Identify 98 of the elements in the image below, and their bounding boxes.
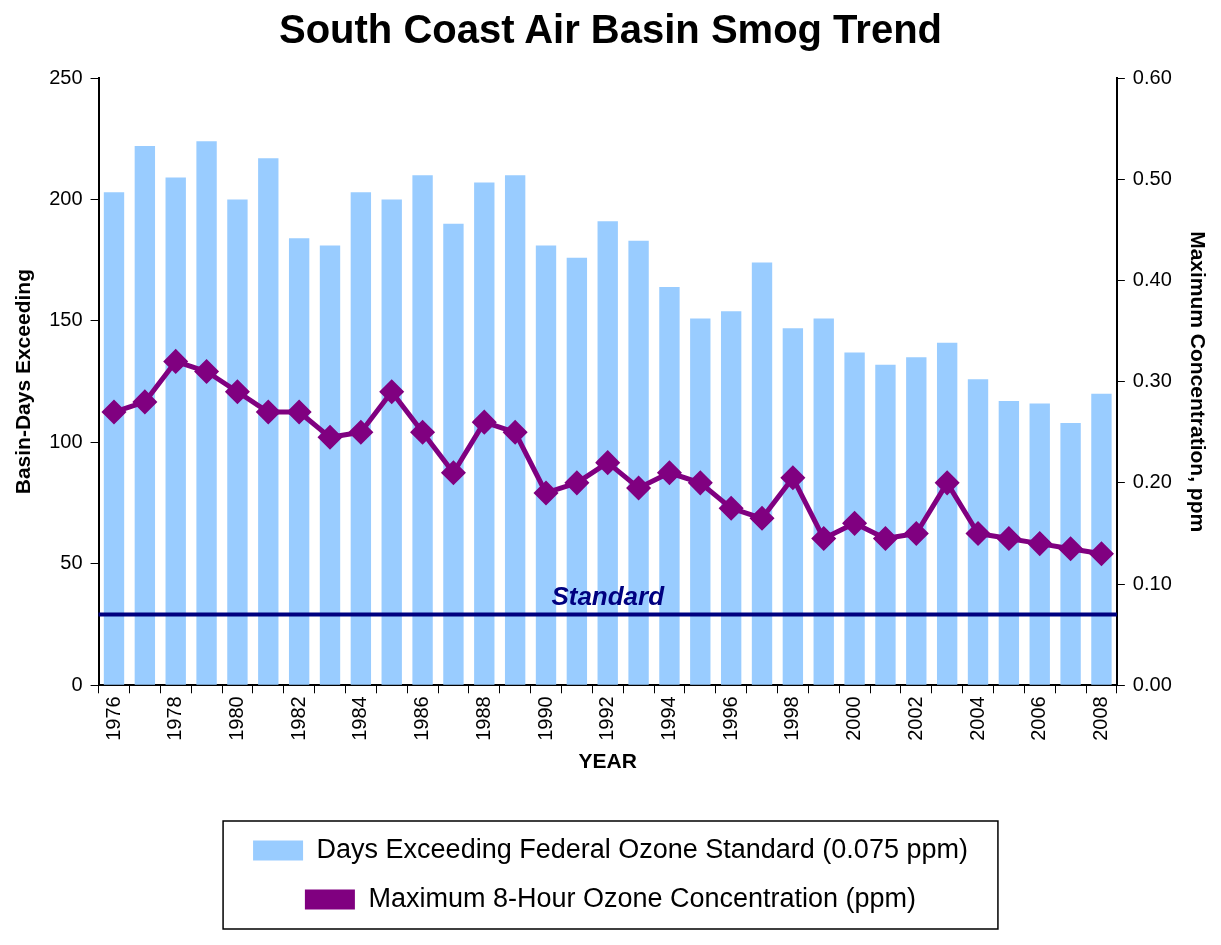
- point: [1028, 532, 1052, 556]
- x-tick-label: 1998: [780, 696, 803, 741]
- y2-tick-label: 0.30: [1132, 369, 1172, 392]
- x-axis-title: YEAR: [578, 749, 637, 773]
- bar: [1091, 393, 1112, 685]
- point: [873, 527, 897, 551]
- point: [472, 410, 496, 434]
- bar: [504, 175, 526, 685]
- point: [349, 420, 373, 444]
- x-tick-label: 1978: [163, 696, 186, 741]
- bar: [381, 199, 402, 685]
- point: [719, 496, 743, 520]
- x-tick-label: 1992: [595, 696, 618, 741]
- y2-tick-label: 0.00: [1132, 672, 1172, 695]
- x-tick-label: 1986: [410, 696, 433, 741]
- point: [781, 466, 805, 490]
- bar: [165, 177, 186, 685]
- y-tick-label: 100: [49, 429, 83, 452]
- bar: [967, 379, 989, 685]
- x-tick-label: 2008: [1088, 696, 1111, 741]
- y2-axis-title: Maximum Concentration, ppm: [1186, 231, 1210, 533]
- point: [935, 471, 959, 495]
- x-tick-label: 1976: [101, 696, 124, 741]
- point: [287, 400, 311, 424]
- x-tick-label: 1988: [471, 696, 494, 741]
- bar: [474, 182, 495, 685]
- point: [534, 481, 558, 505]
- y2-tick-label: 0.20: [1132, 470, 1172, 493]
- x-tick-label: 1984: [348, 696, 371, 741]
- point: [225, 380, 249, 404]
- point: [1089, 542, 1113, 566]
- x-tick-label: 1982: [286, 696, 309, 741]
- point: [688, 471, 712, 495]
- x-tick-label: 1994: [656, 696, 679, 741]
- point: [503, 420, 527, 444]
- bar: [906, 357, 927, 685]
- bar: [936, 342, 958, 685]
- bar: [350, 192, 372, 685]
- bar: [844, 352, 865, 685]
- bar: [782, 328, 804, 685]
- bar: [720, 311, 742, 685]
- y-axis-title: Basin-Days Exceeding: [11, 269, 35, 495]
- bar: [258, 158, 279, 685]
- point: [627, 476, 651, 500]
- bar: [751, 262, 773, 685]
- bar: [690, 318, 711, 685]
- ref-line-label: Standard: [551, 580, 666, 611]
- point: [164, 349, 188, 373]
- point: [318, 425, 342, 449]
- x-tick-label: 2000: [842, 696, 865, 741]
- x-tick-label: 1990: [533, 696, 556, 741]
- x-tick-label: 1996: [718, 696, 741, 741]
- bar: [134, 146, 156, 685]
- point: [966, 521, 990, 545]
- y2-tick-label: 0.10: [1132, 571, 1172, 594]
- y2-tick-label: 0.60: [1132, 65, 1172, 88]
- legend-label: Maximum 8-Hour Ozone Concentration (ppm): [368, 882, 917, 913]
- bar: [288, 238, 310, 685]
- y-tick-label: 150: [49, 308, 83, 331]
- bar: [196, 141, 217, 685]
- point: [750, 506, 774, 530]
- bar: [443, 223, 464, 685]
- y-tick-label: 50: [60, 551, 83, 574]
- y2-tick-label: 0.50: [1132, 166, 1172, 189]
- legend-label: Days Exceeding Federal Ozone Standard (0.075 ppm): [316, 833, 968, 864]
- x-tick-label: 1980: [224, 696, 247, 741]
- bar: [998, 401, 1020, 685]
- bar: [103, 192, 125, 685]
- bar: [1060, 422, 1081, 685]
- y-tick-label: 0: [71, 672, 83, 695]
- bar: [412, 175, 433, 685]
- y-tick-label: 200: [49, 186, 83, 209]
- point: [657, 461, 681, 485]
- point: [997, 527, 1021, 551]
- x-tick-label: 2006: [1027, 696, 1050, 741]
- point: [565, 471, 589, 495]
- x-tick-label: 2004: [965, 696, 988, 741]
- point: [441, 461, 465, 485]
- point: [195, 360, 219, 384]
- bar: [1029, 403, 1050, 685]
- bar: [813, 318, 834, 685]
- point: [102, 400, 126, 424]
- y2-tick-label: 0.40: [1132, 267, 1172, 290]
- point: [133, 390, 157, 414]
- point: [904, 521, 928, 545]
- point: [411, 420, 435, 444]
- x-tick-label: 2002: [903, 696, 926, 741]
- point: [380, 380, 404, 404]
- bar: [875, 364, 896, 685]
- bar: [227, 199, 248, 685]
- point: [1059, 537, 1083, 561]
- point: [256, 400, 280, 424]
- bar: [319, 245, 341, 685]
- point: [843, 511, 867, 535]
- point: [596, 451, 620, 475]
- y-tick-label: 250: [49, 65, 83, 88]
- point: [812, 527, 836, 551]
- chart-title: South Coast Air Basin Smog Trend: [278, 7, 943, 52]
